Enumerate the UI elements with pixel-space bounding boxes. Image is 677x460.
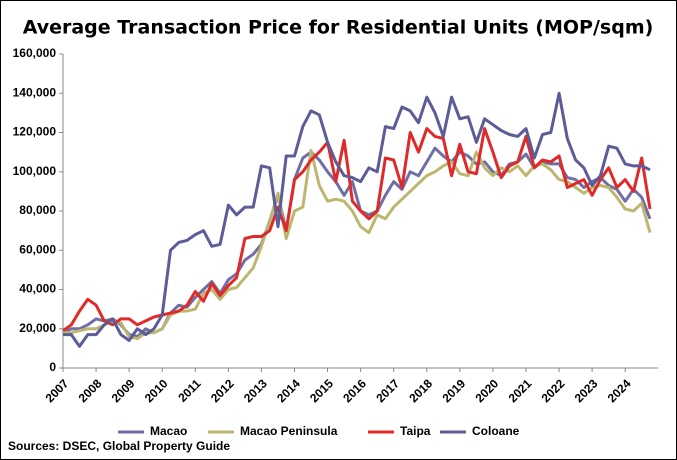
y-tick-label: 40,000 xyxy=(19,282,56,296)
y-tick-label: 100,000 xyxy=(13,164,57,178)
chart-title: Average Transaction Price for Residentia… xyxy=(23,17,654,39)
y-tick-label: 120,000 xyxy=(13,125,57,139)
y-tick-label: 60,000 xyxy=(19,242,56,256)
series-line xyxy=(63,148,652,341)
y-tick-label: 0 xyxy=(49,360,56,374)
y-tick-label: 80,000 xyxy=(19,203,56,217)
legend-label: Macao xyxy=(150,424,187,438)
legend-label: Coloane xyxy=(472,424,520,438)
y-tick-label: 160,000 xyxy=(13,46,57,60)
y-tick-label: 140,000 xyxy=(13,85,57,99)
series-line xyxy=(63,91,651,348)
source: Sources: DSEC, Global Property Guide xyxy=(8,439,230,453)
legend-label: Taipa xyxy=(400,424,431,438)
y-tick-label: 20,000 xyxy=(19,321,56,335)
legend-label: Macao Peninsula xyxy=(240,424,338,438)
